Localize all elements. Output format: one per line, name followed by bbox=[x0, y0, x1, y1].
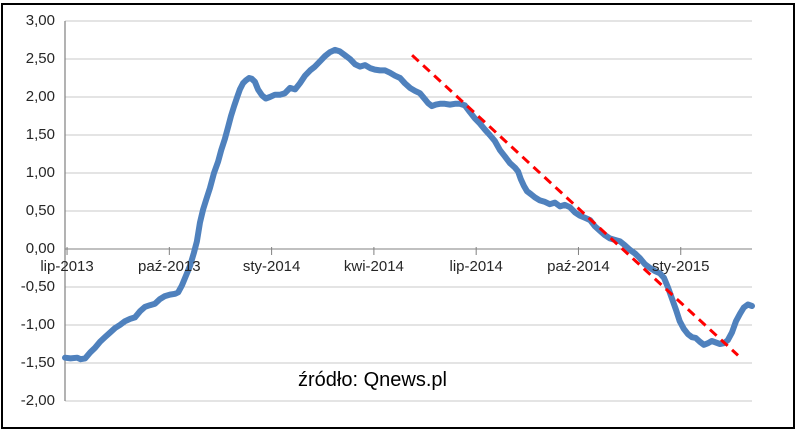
y-axis-tick-label: 1,00 bbox=[25, 164, 55, 181]
y-axis-tick-label: -0,50 bbox=[20, 278, 55, 295]
y-axis-tick-label: 0,00 bbox=[25, 240, 55, 257]
x-axis-tick-label: paź-2013 bbox=[138, 258, 201, 275]
x-axis-tick-label: paź-2014 bbox=[547, 258, 610, 275]
x-axis-tick-label: lip-2013 bbox=[40, 258, 94, 275]
y-axis-tick-label: 2,50 bbox=[25, 50, 55, 67]
y-axis-tick-label: -2,00 bbox=[20, 392, 55, 409]
x-axis-tick-label: sty-2014 bbox=[242, 258, 301, 275]
data-series-line bbox=[62, 46, 755, 363]
trend-line bbox=[411, 54, 740, 357]
x-axis-tick-label: kwi-2014 bbox=[343, 258, 404, 275]
y-axis-tick-label: 1,50 bbox=[25, 126, 55, 143]
x-axis-tick-label: lip-2014 bbox=[449, 258, 503, 275]
y-axis-tick-label: 3,00 bbox=[25, 12, 55, 29]
y-axis-tick-label: 0,50 bbox=[25, 202, 55, 219]
y-axis-tick-label: -1,50 bbox=[20, 354, 55, 371]
y-axis-tick-label: 2,00 bbox=[25, 88, 55, 105]
source-caption: źródło: Qnews.pl bbox=[298, 369, 447, 391]
y-axis-tick-label: -1,00 bbox=[20, 316, 55, 333]
x-axis-tick-label: sty-2015 bbox=[651, 258, 710, 275]
